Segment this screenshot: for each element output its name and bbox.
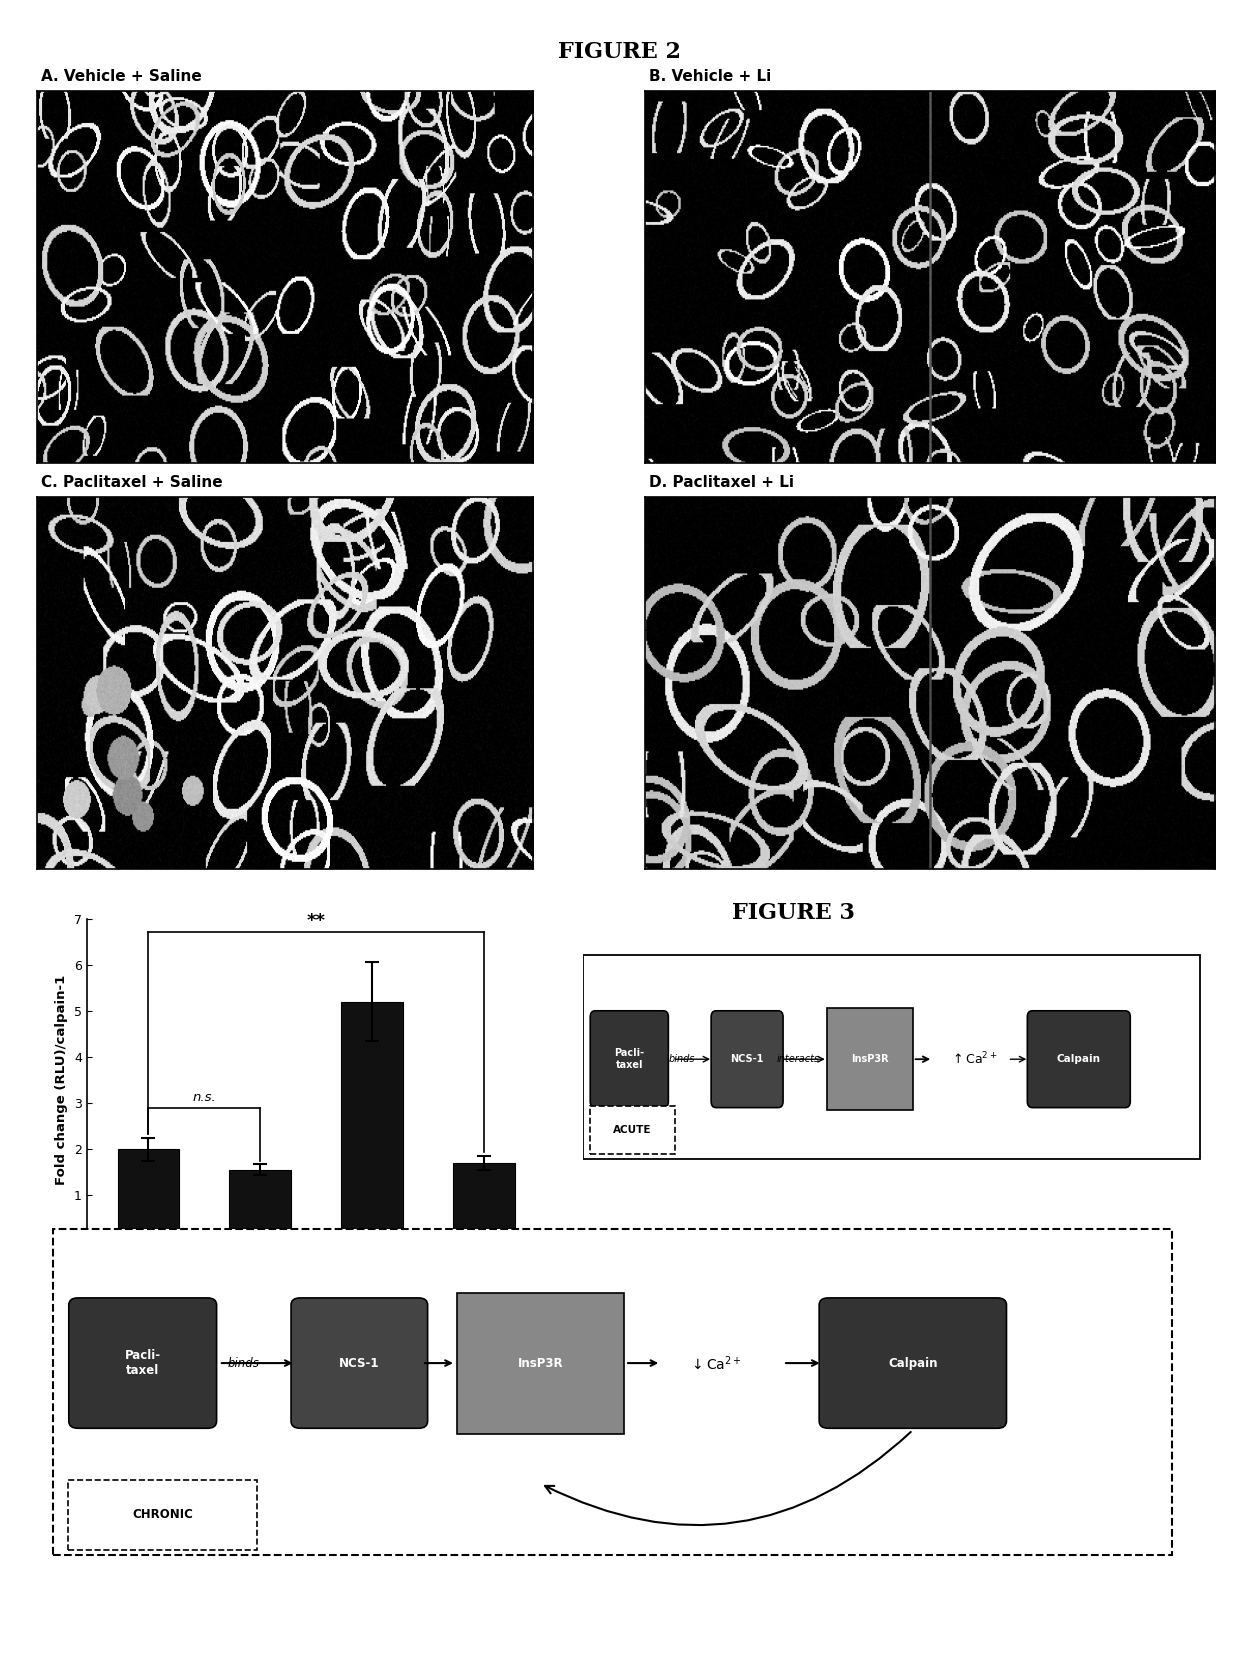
Text: C. Paclitaxel + Saline: C. Paclitaxel + Saline <box>41 475 222 490</box>
Text: binds: binds <box>228 1357 259 1370</box>
Y-axis label: Fold change (RLU)/calpain-1: Fold change (RLU)/calpain-1 <box>56 975 68 1185</box>
Bar <box>341 1001 403 1241</box>
Text: Calpain: Calpain <box>1056 1054 1101 1064</box>
FancyBboxPatch shape <box>1027 1011 1131 1107</box>
Text: $\downarrow$Ca$^{2+}$: $\downarrow$Ca$^{2+}$ <box>689 1354 742 1372</box>
Text: A. Vehicle + Saline: A. Vehicle + Saline <box>41 70 202 84</box>
Text: NCS-1: NCS-1 <box>730 1054 764 1064</box>
Text: Pacli-
taxel: Pacli- taxel <box>125 1349 161 1377</box>
FancyBboxPatch shape <box>68 1298 217 1428</box>
Text: interacts: interacts <box>777 1054 820 1064</box>
Text: Calpain: Calpain <box>888 1357 937 1370</box>
FancyBboxPatch shape <box>53 1230 1172 1556</box>
Text: InsP3R: InsP3R <box>517 1357 563 1370</box>
FancyBboxPatch shape <box>291 1298 428 1428</box>
FancyBboxPatch shape <box>827 1008 913 1111</box>
Text: NCS-1: NCS-1 <box>339 1357 379 1370</box>
Text: D. Paclitaxel + Li: D. Paclitaxel + Li <box>649 475 794 490</box>
Bar <box>118 1149 179 1241</box>
FancyBboxPatch shape <box>583 955 1199 1158</box>
Text: binds: binds <box>668 1054 696 1064</box>
Text: ACUTE: ACUTE <box>613 1125 652 1135</box>
FancyBboxPatch shape <box>590 1106 675 1155</box>
FancyBboxPatch shape <box>820 1298 1007 1428</box>
Text: $\uparrow$Ca$^{2+}$: $\uparrow$Ca$^{2+}$ <box>950 1051 997 1067</box>
FancyBboxPatch shape <box>712 1011 784 1107</box>
Text: FIGURE 3: FIGURE 3 <box>732 902 856 923</box>
FancyBboxPatch shape <box>590 1011 668 1107</box>
FancyBboxPatch shape <box>68 1480 257 1549</box>
Text: InsP3R: InsP3R <box>851 1054 889 1064</box>
Text: Pacli-
taxel: Pacli- taxel <box>614 1048 645 1071</box>
FancyArrowPatch shape <box>546 1432 911 1526</box>
Text: n.s.: n.s. <box>192 1091 216 1104</box>
Bar <box>229 1170 291 1241</box>
Text: FIGURE 2: FIGURE 2 <box>558 41 682 63</box>
Text: CHRONIC: CHRONIC <box>131 1508 193 1521</box>
Bar <box>454 1163 515 1241</box>
Text: **: ** <box>306 912 326 930</box>
Text: B. Vehicle + Li: B. Vehicle + Li <box>649 70 771 84</box>
FancyBboxPatch shape <box>458 1293 624 1433</box>
